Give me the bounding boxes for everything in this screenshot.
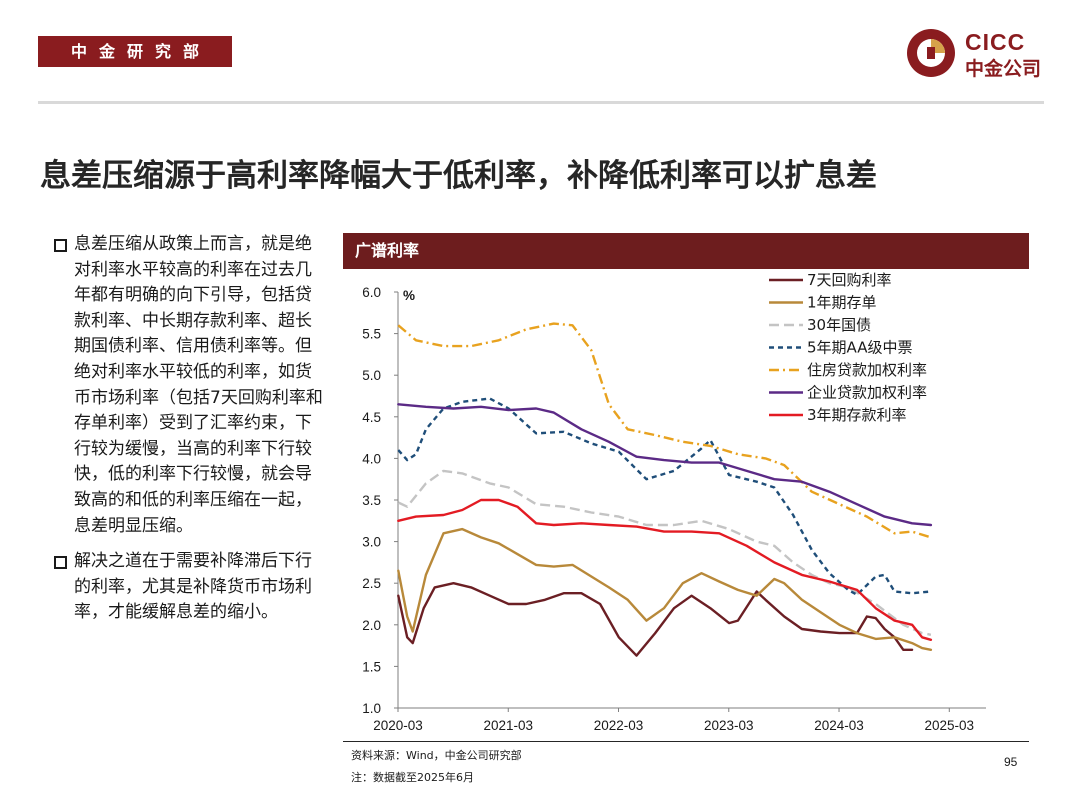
- x-tick-label: 2024-03: [814, 718, 864, 733]
- bullet-item: 解决之道在于需要补降滞后下行的利率，尤其是补降货币市场利率，才能缓解息差的缩小。: [54, 549, 324, 626]
- y-tick-label: 3.0: [362, 535, 381, 550]
- series-line: [397, 582, 914, 657]
- y-tick-label: 1.5: [362, 659, 381, 674]
- y-tick-label: 2.5: [362, 576, 381, 591]
- header-divider: [38, 101, 1044, 104]
- x-tick-label: 2025-03: [925, 718, 975, 733]
- series-line: [397, 469, 932, 636]
- x-tick-label: 2020-03: [373, 718, 423, 733]
- x-tick-label: 2022-03: [594, 718, 644, 733]
- page-title: 息差压缩源于高利率降幅大于低利率，补降低利率可以扩息差: [40, 158, 877, 194]
- square-bullet-icon: [54, 239, 67, 252]
- page-number: 95: [1004, 755, 1018, 769]
- y-tick-label: 6.0: [362, 285, 381, 300]
- department-tag: 中金研究部: [38, 36, 232, 67]
- series-line: [397, 527, 933, 651]
- x-tick-label: 2023-03: [704, 718, 754, 733]
- cicc-logo-icon: [907, 29, 955, 77]
- bullet-list: 息差压缩从政策上而言，就是绝对利率水平较高的利率在过去几年都有明确的向下引导，包…: [54, 232, 324, 636]
- series-line: [397, 498, 933, 641]
- y-tick-label: 3.5: [362, 493, 381, 508]
- source-note: 资料来源：Wind，中金公司研究部: [351, 749, 522, 762]
- data-date-note: 注：数据截至2025年6月: [351, 771, 474, 784]
- logo-text-en: CICC: [965, 29, 1026, 55]
- series-line: [397, 403, 933, 527]
- x-tick-label: 2021-03: [483, 718, 533, 733]
- legend-label: 7天回购利率: [807, 271, 892, 289]
- y-tick-label: 5.0: [362, 368, 381, 383]
- legend-label: 30年国债: [807, 316, 871, 334]
- cicc-logo: CICC 中金公司: [905, 27, 1055, 81]
- series-line: [397, 397, 932, 596]
- logo-text-cn: 中金公司: [965, 58, 1042, 80]
- y-tick-label: 5.5: [362, 327, 381, 342]
- bullet-text: 解决之道在于需要补降滞后下行的利率，尤其是补降货币市场利率，才能缓解息差的缩小。: [74, 551, 312, 623]
- legend-label: 5年期AA级中票: [807, 339, 912, 357]
- y-axis-unit-label: %: [403, 288, 415, 303]
- y-tick-label: 1.0: [362, 701, 381, 716]
- bullet-item: 息差压缩从政策上而言，就是绝对利率水平较高的利率在过去几年都有明确的向下引导，包…: [54, 232, 324, 539]
- legend-label: 3年期存款利率: [807, 406, 907, 424]
- y-tick-label: 4.0: [362, 451, 381, 466]
- square-bullet-icon: [54, 556, 67, 570]
- footer-divider: [343, 741, 1029, 742]
- legend-label: 住房贷款加权利率: [807, 361, 927, 379]
- y-tick-label: 2.0: [362, 618, 381, 633]
- series-line: [397, 322, 932, 539]
- legend-label: 企业贷款加权利率: [807, 384, 927, 402]
- bullet-text: 息差压缩从政策上而言，就是绝对利率水平较高的利率在过去几年都有明确的向下引导，包…: [74, 234, 323, 536]
- chart-header: 广谱利率: [343, 233, 1029, 269]
- y-tick-label: 4.5: [362, 410, 381, 425]
- rates-line-chart: 1.0 1.5 2.0 2.5 3.0 3.5 4.0 4.5 5.0 5.5 6.0 % 2020-0…: [362, 271, 986, 733]
- legend-label: 1年期存单: [807, 294, 877, 312]
